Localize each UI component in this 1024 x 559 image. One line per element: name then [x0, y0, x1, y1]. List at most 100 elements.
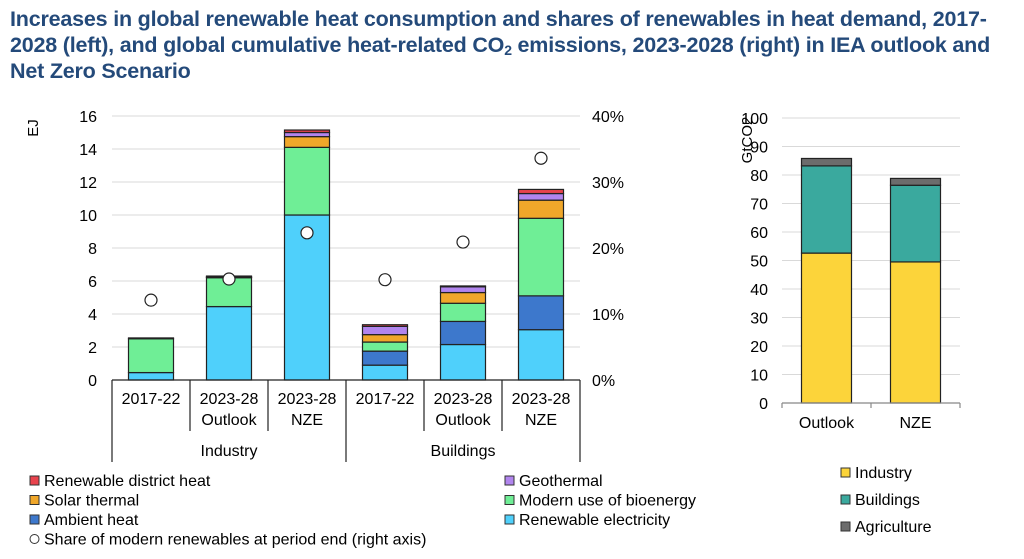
x-tick-sublabel: Outlook [435, 412, 491, 429]
legend-label: Ambient heat [44, 512, 139, 529]
bar-segment [127, 371, 175, 381]
x-tick-label: 2023-28 [278, 391, 337, 408]
bar-segment [283, 129, 331, 134]
bar-segment [439, 320, 487, 346]
bar-segment [361, 350, 409, 366]
y2-tick-label: 0% [592, 373, 615, 390]
bar-segment [800, 165, 853, 254]
x-tick-sublabel: NZE [525, 412, 557, 429]
y-tick-label: 0 [759, 396, 768, 413]
share-marker [222, 272, 236, 286]
legend-swatch [29, 495, 40, 505]
bar-segment [889, 261, 942, 404]
bar-segment [283, 146, 331, 216]
y2-tick-label: 10% [592, 307, 624, 324]
bar-segment [439, 343, 487, 381]
bar-segment [361, 334, 409, 343]
bar-segment [517, 199, 565, 219]
y-tick-label: 80 [750, 168, 768, 185]
y-axis-label: GtCO2 [739, 117, 756, 164]
legend-swatch [840, 467, 851, 478]
x-tick-sublabel: Outlook [201, 412, 257, 429]
bar-segment [889, 184, 942, 263]
bar-segment [517, 329, 565, 381]
bar-segment [800, 157, 853, 167]
x-tick-label: 2023-28 [200, 391, 259, 408]
legend-label: Modern use of bioenergy [519, 493, 696, 510]
legend-label: Solar thermal [44, 493, 139, 510]
y-tick-label: 60 [750, 225, 768, 242]
bar-segment [361, 325, 409, 336]
legend-swatch [840, 521, 851, 532]
legend-swatch [29, 475, 40, 486]
bar-segment [889, 177, 942, 186]
share-marker [378, 273, 392, 287]
share-marker [144, 293, 158, 307]
x-group-label: Industry [201, 443, 258, 460]
legend-label: Renewable electricity [519, 512, 670, 529]
y-tick-label: 4 [88, 307, 97, 324]
legend-swatch [504, 475, 515, 486]
y2-tick-label: 30% [592, 175, 624, 192]
legend-label: Buildings [855, 492, 920, 509]
x-tick-label: 2023-28 [434, 391, 493, 408]
bar-segment [439, 285, 487, 288]
y-tick-label: 20 [750, 339, 768, 356]
y-tick-label: 16 [79, 109, 97, 126]
bar-segment [517, 217, 565, 297]
y-tick-label: 50 [750, 254, 768, 271]
legend-label: Industry [855, 465, 912, 482]
share-marker [300, 226, 314, 240]
y-tick-label: 100 [741, 111, 768, 128]
bar-segment [283, 136, 331, 148]
x-tick-sublabel: NZE [291, 412, 323, 429]
bar-segment [127, 337, 175, 340]
legend-marker [29, 534, 40, 544]
bar-segment [517, 295, 565, 331]
y-tick-label: 10 [750, 368, 768, 385]
bar-segment [517, 192, 565, 201]
legend-label: Geothermal [519, 473, 603, 490]
y-tick-label: 10 [79, 208, 97, 225]
x-tick-label: NZE [900, 415, 932, 432]
bar-segment [800, 252, 853, 404]
y2-tick-label: 20% [592, 241, 624, 258]
y-tick-label: 12 [79, 175, 97, 192]
y-tick-label: 8 [88, 241, 97, 258]
bar-segment [127, 338, 175, 374]
x-tick-label: 2017-22 [356, 391, 415, 408]
bar-segment [361, 364, 409, 381]
x-tick-label: Outlook [799, 415, 855, 432]
share-marker [456, 235, 470, 249]
y-tick-label: 0 [88, 373, 97, 390]
bar-segment [205, 305, 253, 381]
legend-label: Renewable district heat [44, 473, 211, 490]
bar-segment [283, 131, 331, 138]
bar-segment [439, 291, 487, 304]
bar-segment [283, 214, 331, 381]
x-tick-label: 2023-28 [512, 391, 571, 408]
y-tick-label: 14 [79, 142, 97, 159]
legend-label: Agriculture [855, 519, 932, 536]
y-tick-label: 30 [750, 311, 768, 328]
legend-swatch [504, 495, 515, 505]
y-tick-label: 40 [750, 282, 768, 299]
legend-swatch [504, 514, 515, 525]
y-tick-label: 6 [88, 274, 97, 291]
y-axis-label: EJ [25, 119, 42, 137]
legend-label: Share of modern renewables at period end… [44, 532, 426, 549]
y2-tick-label: 40% [592, 109, 624, 126]
bar-segment [361, 341, 409, 352]
share-marker [534, 151, 548, 165]
chart-title: Increases in global renewable heat consu… [10, 7, 991, 83]
legend-swatch [840, 494, 851, 505]
x-group-label: Buildings [431, 443, 496, 460]
bar-segment [439, 286, 487, 294]
y-tick-label: 70 [750, 197, 768, 214]
bar-segment [439, 302, 487, 323]
y-tick-label: 90 [750, 140, 768, 157]
y-tick-label: 2 [88, 340, 97, 357]
bar-segment [361, 324, 409, 327]
x-tick-label: 2017-22 [122, 391, 181, 408]
